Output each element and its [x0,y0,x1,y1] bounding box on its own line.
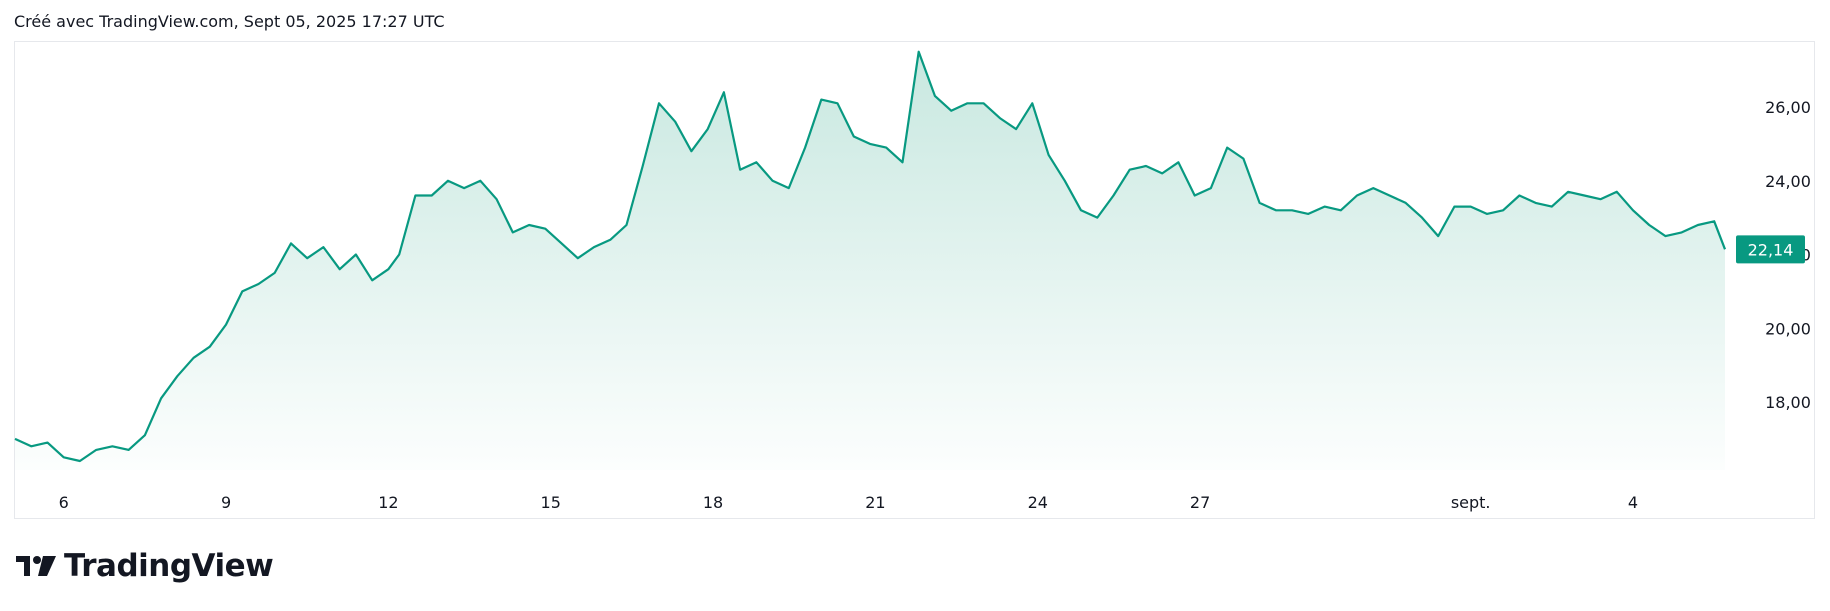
chart-frame [14,41,1815,519]
tradingview-logo[interactable]: TradingView [16,548,274,584]
x-tick-label: 15 [541,493,561,512]
x-tick-label: 24 [1028,493,1048,512]
tradingview-logo-text: TradingView [64,548,274,584]
x-tick-label: 27 [1190,493,1210,512]
price-line [14,50,1727,463]
price-area-fill [15,51,1725,470]
chart-caption: Créé avec TradingView.com, Sept 05, 2025… [14,12,445,31]
last-price-badge: 22,14 [1736,235,1805,264]
x-tick-label: 12 [378,493,398,512]
y-tick-label: 18,00 [1765,393,1811,412]
y-tick-label: 24,00 [1765,172,1811,191]
last-price-label: 22,14 [1748,240,1794,259]
y-tick-label: 26,00 [1765,98,1811,117]
x-tick-label: 18 [703,493,723,512]
y-tick-label: 20,00 [1765,319,1811,338]
x-tick-label: 6 [59,493,69,512]
tradingview-logo-icon [16,556,56,576]
x-tick-label: 9 [221,493,231,512]
x-tick-label: 21 [865,493,885,512]
x-tick-label: 4 [1628,493,1638,512]
x-tick-label: sept. [1451,493,1491,512]
